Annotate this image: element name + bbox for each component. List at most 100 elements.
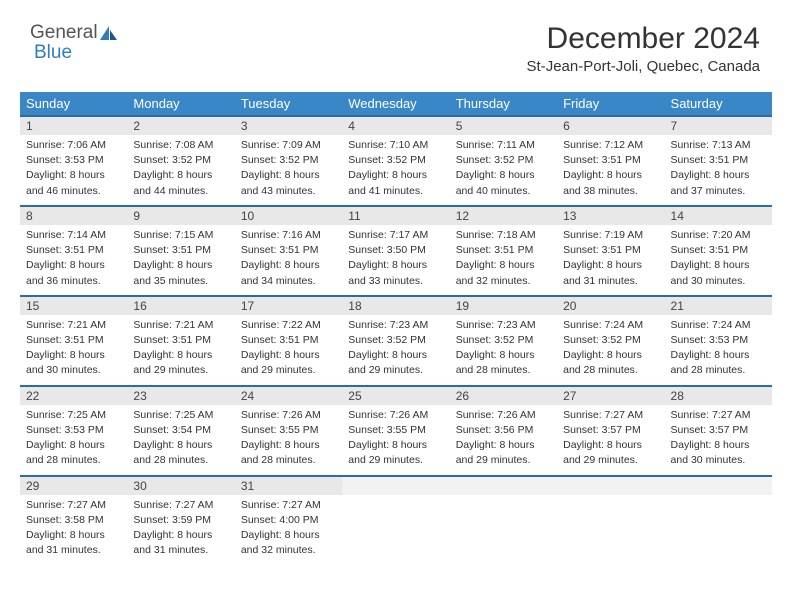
day-number: 1 xyxy=(20,117,127,135)
calendar-row: 8Sunrise: 7:14 AMSunset: 3:51 PMDaylight… xyxy=(20,206,772,296)
calendar-cell: 10Sunrise: 7:16 AMSunset: 3:51 PMDayligh… xyxy=(235,206,342,296)
day-details: Sunrise: 7:08 AMSunset: 3:52 PMDaylight:… xyxy=(127,135,234,205)
weekday-header: Sunday xyxy=(20,92,127,116)
day-details: Sunrise: 7:06 AMSunset: 3:53 PMDaylight:… xyxy=(20,135,127,205)
calendar-row: 15Sunrise: 7:21 AMSunset: 3:51 PMDayligh… xyxy=(20,296,772,386)
day-number: 28 xyxy=(665,387,772,405)
brand-sail-icon xyxy=(100,26,118,40)
day-details: Sunrise: 7:24 AMSunset: 3:52 PMDaylight:… xyxy=(557,315,664,385)
calendar-cell: 27Sunrise: 7:27 AMSunset: 3:57 PMDayligh… xyxy=(557,386,664,476)
calendar-cell: 7Sunrise: 7:13 AMSunset: 3:51 PMDaylight… xyxy=(665,116,772,206)
day-details-empty xyxy=(665,495,772,551)
day-details: Sunrise: 7:09 AMSunset: 3:52 PMDaylight:… xyxy=(235,135,342,205)
day-details: Sunrise: 7:10 AMSunset: 3:52 PMDaylight:… xyxy=(342,135,449,205)
day-details: Sunrise: 7:14 AMSunset: 3:51 PMDaylight:… xyxy=(20,225,127,295)
day-details: Sunrise: 7:16 AMSunset: 3:51 PMDaylight:… xyxy=(235,225,342,295)
calendar-cell: 21Sunrise: 7:24 AMSunset: 3:53 PMDayligh… xyxy=(665,296,772,386)
calendar-table: Sunday Monday Tuesday Wednesday Thursday… xyxy=(20,92,772,564)
day-number-empty xyxy=(450,477,557,495)
brand-text-2: Blue xyxy=(34,42,72,63)
day-details: Sunrise: 7:12 AMSunset: 3:51 PMDaylight:… xyxy=(557,135,664,205)
calendar-cell: 5Sunrise: 7:11 AMSunset: 3:52 PMDaylight… xyxy=(450,116,557,206)
calendar-cell xyxy=(342,476,449,565)
day-number: 9 xyxy=(127,207,234,225)
day-details: Sunrise: 7:23 AMSunset: 3:52 PMDaylight:… xyxy=(342,315,449,385)
day-details: Sunrise: 7:26 AMSunset: 3:55 PMDaylight:… xyxy=(342,405,449,475)
day-number: 19 xyxy=(450,297,557,315)
weekday-header: Saturday xyxy=(665,92,772,116)
calendar-cell: 17Sunrise: 7:22 AMSunset: 3:51 PMDayligh… xyxy=(235,296,342,386)
day-details: Sunrise: 7:27 AMSunset: 3:58 PMDaylight:… xyxy=(20,495,127,565)
calendar-cell: 24Sunrise: 7:26 AMSunset: 3:55 PMDayligh… xyxy=(235,386,342,476)
calendar-row: 1Sunrise: 7:06 AMSunset: 3:53 PMDaylight… xyxy=(20,116,772,206)
day-number: 25 xyxy=(342,387,449,405)
calendar-cell xyxy=(557,476,664,565)
weekday-header: Monday xyxy=(127,92,234,116)
day-number: 17 xyxy=(235,297,342,315)
calendar-cell: 29Sunrise: 7:27 AMSunset: 3:58 PMDayligh… xyxy=(20,476,127,565)
day-number: 21 xyxy=(665,297,772,315)
day-number: 4 xyxy=(342,117,449,135)
brand-text-1: General xyxy=(30,22,98,44)
weekday-header: Tuesday xyxy=(235,92,342,116)
day-number: 20 xyxy=(557,297,664,315)
day-details: Sunrise: 7:23 AMSunset: 3:52 PMDaylight:… xyxy=(450,315,557,385)
day-number: 10 xyxy=(235,207,342,225)
calendar-cell: 8Sunrise: 7:14 AMSunset: 3:51 PMDaylight… xyxy=(20,206,127,296)
calendar-cell: 16Sunrise: 7:21 AMSunset: 3:51 PMDayligh… xyxy=(127,296,234,386)
day-number: 7 xyxy=(665,117,772,135)
day-details: Sunrise: 7:27 AMSunset: 3:59 PMDaylight:… xyxy=(127,495,234,565)
day-details: Sunrise: 7:27 AMSunset: 3:57 PMDaylight:… xyxy=(665,405,772,475)
day-details: Sunrise: 7:27 AMSunset: 4:00 PMDaylight:… xyxy=(235,495,342,565)
calendar-cell: 23Sunrise: 7:25 AMSunset: 3:54 PMDayligh… xyxy=(127,386,234,476)
day-number: 15 xyxy=(20,297,127,315)
day-number-empty xyxy=(665,477,772,495)
day-details-empty xyxy=(450,495,557,551)
calendar-cell: 2Sunrise: 7:08 AMSunset: 3:52 PMDaylight… xyxy=(127,116,234,206)
weekday-header: Wednesday xyxy=(342,92,449,116)
day-details: Sunrise: 7:17 AMSunset: 3:50 PMDaylight:… xyxy=(342,225,449,295)
calendar-cell: 31Sunrise: 7:27 AMSunset: 4:00 PMDayligh… xyxy=(235,476,342,565)
weekday-header: Friday xyxy=(557,92,664,116)
calendar-row: 29Sunrise: 7:27 AMSunset: 3:58 PMDayligh… xyxy=(20,476,772,565)
header-right: December 2024 St-Jean-Port-Joli, Quebec,… xyxy=(527,22,760,75)
day-details: Sunrise: 7:11 AMSunset: 3:52 PMDaylight:… xyxy=(450,135,557,205)
day-number: 14 xyxy=(665,207,772,225)
day-number: 31 xyxy=(235,477,342,495)
day-details: Sunrise: 7:21 AMSunset: 3:51 PMDaylight:… xyxy=(20,315,127,385)
calendar-cell: 26Sunrise: 7:26 AMSunset: 3:56 PMDayligh… xyxy=(450,386,557,476)
calendar-cell: 28Sunrise: 7:27 AMSunset: 3:57 PMDayligh… xyxy=(665,386,772,476)
calendar-row: 22Sunrise: 7:25 AMSunset: 3:53 PMDayligh… xyxy=(20,386,772,476)
calendar-cell: 15Sunrise: 7:21 AMSunset: 3:51 PMDayligh… xyxy=(20,296,127,386)
calendar-cell xyxy=(665,476,772,565)
day-number-empty xyxy=(557,477,664,495)
calendar-cell: 1Sunrise: 7:06 AMSunset: 3:53 PMDaylight… xyxy=(20,116,127,206)
day-number: 8 xyxy=(20,207,127,225)
day-details-empty xyxy=(557,495,664,551)
day-number: 23 xyxy=(127,387,234,405)
calendar-cell: 30Sunrise: 7:27 AMSunset: 3:59 PMDayligh… xyxy=(127,476,234,565)
day-details: Sunrise: 7:18 AMSunset: 3:51 PMDaylight:… xyxy=(450,225,557,295)
day-number: 29 xyxy=(20,477,127,495)
day-number: 27 xyxy=(557,387,664,405)
day-number: 13 xyxy=(557,207,664,225)
day-details: Sunrise: 7:21 AMSunset: 3:51 PMDaylight:… xyxy=(127,315,234,385)
calendar-cell: 22Sunrise: 7:25 AMSunset: 3:53 PMDayligh… xyxy=(20,386,127,476)
day-number: 5 xyxy=(450,117,557,135)
calendar-cell: 12Sunrise: 7:18 AMSunset: 3:51 PMDayligh… xyxy=(450,206,557,296)
day-number: 11 xyxy=(342,207,449,225)
day-number-empty xyxy=(342,477,449,495)
day-number: 2 xyxy=(127,117,234,135)
day-details-empty xyxy=(342,495,449,551)
day-number: 22 xyxy=(20,387,127,405)
day-number: 12 xyxy=(450,207,557,225)
calendar-cell xyxy=(450,476,557,565)
calendar-cell: 18Sunrise: 7:23 AMSunset: 3:52 PMDayligh… xyxy=(342,296,449,386)
calendar-cell: 4Sunrise: 7:10 AMSunset: 3:52 PMDaylight… xyxy=(342,116,449,206)
day-number: 6 xyxy=(557,117,664,135)
calendar-cell: 25Sunrise: 7:26 AMSunset: 3:55 PMDayligh… xyxy=(342,386,449,476)
day-details: Sunrise: 7:19 AMSunset: 3:51 PMDaylight:… xyxy=(557,225,664,295)
calendar-cell: 9Sunrise: 7:15 AMSunset: 3:51 PMDaylight… xyxy=(127,206,234,296)
weekday-header-row: Sunday Monday Tuesday Wednesday Thursday… xyxy=(20,92,772,116)
day-details: Sunrise: 7:20 AMSunset: 3:51 PMDaylight:… xyxy=(665,225,772,295)
